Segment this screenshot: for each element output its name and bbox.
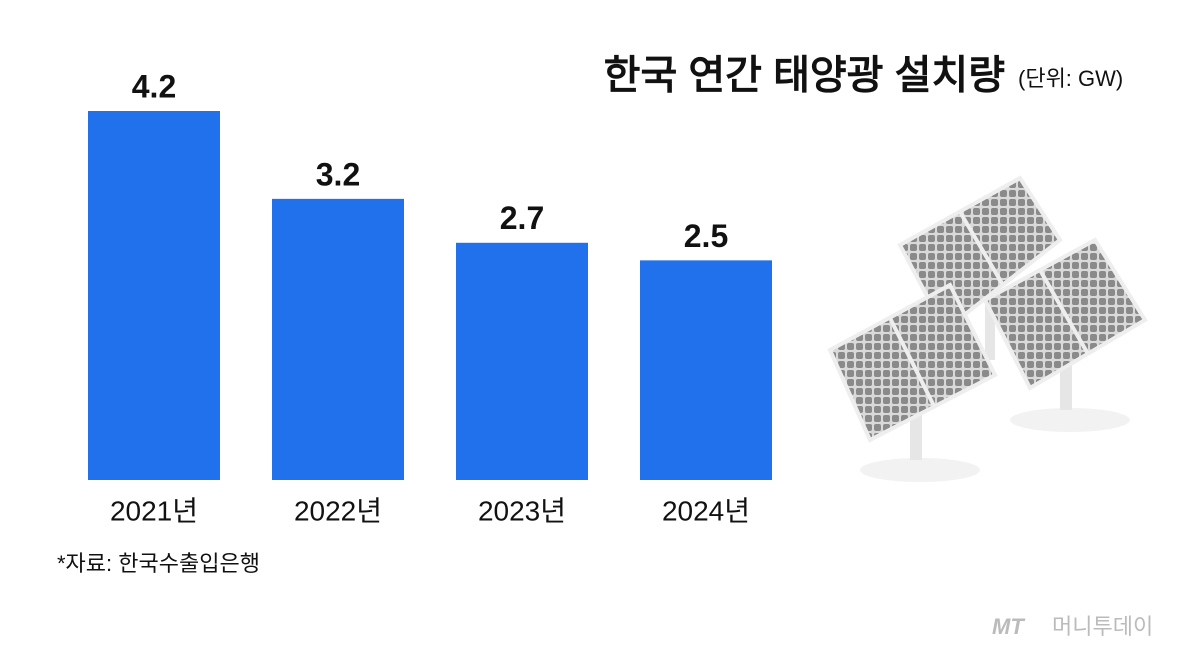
solar-illustration (827, 175, 1148, 482)
value-label: 2.5 (684, 218, 728, 254)
value-label: 2.7 (500, 200, 544, 236)
x-tick-label: 2024년 (662, 495, 750, 526)
value-label: 3.2 (316, 156, 360, 192)
source: *자료: 한국수출입은행 (57, 551, 260, 576)
unit-label: (단위: GW) (1018, 66, 1123, 91)
chart-title: 한국 연간 태양광 설치량 (604, 54, 1006, 98)
watermark-text: 머니투데이 (1052, 614, 1153, 639)
bar (640, 260, 772, 480)
bar (272, 198, 404, 480)
bar (88, 111, 220, 480)
value-label: 4.2 (132, 68, 176, 104)
watermark-logo: MT (992, 614, 1025, 639)
bar (456, 242, 588, 480)
x-tick-label: 2023년 (478, 495, 566, 526)
x-tick-label: 2021년 (110, 495, 198, 526)
x-tick-label: 2022년 (294, 495, 382, 526)
